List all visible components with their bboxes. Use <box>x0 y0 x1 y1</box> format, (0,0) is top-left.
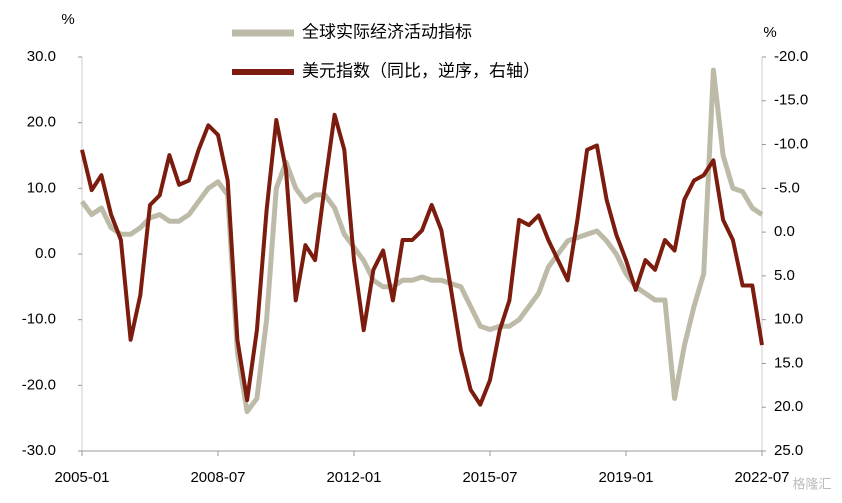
x-tick-label: 2022-07 <box>734 469 789 486</box>
y-tick-label: -30.0 <box>22 442 56 459</box>
y2-tick-label: 0.0 <box>774 223 795 240</box>
x-tick-label: 2005-01 <box>54 469 109 486</box>
x-tick-label: 2019-01 <box>598 469 653 486</box>
y-tick-label: 20.0 <box>27 114 56 131</box>
y-tick-label: 30.0 <box>27 48 56 65</box>
y2-tick-label: 20.0 <box>774 398 803 415</box>
y2-tick-label: 10.0 <box>774 311 803 328</box>
y2-axis-label: % <box>763 24 776 41</box>
y2-tick-label: 15.0 <box>774 354 803 371</box>
x-tick-label: 2015-07 <box>462 469 517 486</box>
y-tick-label: -10.0 <box>22 311 56 328</box>
x-tick-label: 2008-07 <box>190 469 245 486</box>
legend-label: 全球实际经济活动指标 <box>302 22 472 41</box>
y-tick-label: 0.0 <box>35 245 56 262</box>
y2-tick-label: -5.0 <box>774 179 800 196</box>
series-line <box>80 112 764 407</box>
x-tick-label: 2012-01 <box>326 469 381 486</box>
y2-tick-label: -20.0 <box>774 48 808 65</box>
y-axis-label: % <box>61 11 74 28</box>
y-tick-label: 10.0 <box>27 179 56 196</box>
y-tick-label: -20.0 <box>22 376 56 393</box>
y2-tick-label: -15.0 <box>774 92 808 109</box>
y2-tick-label: -10.0 <box>774 136 808 153</box>
y2-tick-label: 5.0 <box>774 267 795 284</box>
y2-tick-label: 25.0 <box>774 442 803 459</box>
legend-label: 美元指数（同比，逆序，右轴） <box>302 61 540 80</box>
series-line <box>79 67 764 415</box>
watermark: 格隆汇 <box>792 476 831 491</box>
